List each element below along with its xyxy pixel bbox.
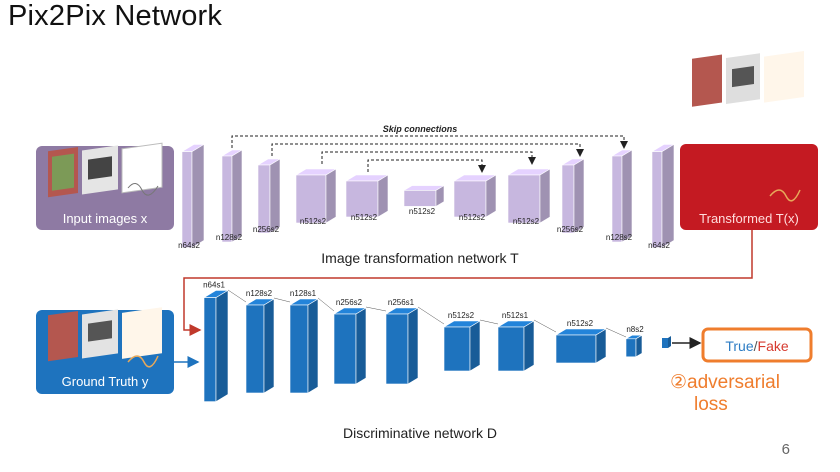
disc-layer-5-label: n256s1	[388, 298, 415, 307]
gen-layer-10: n128s2	[606, 149, 634, 243]
gen-layer-11: n64s2	[648, 143, 676, 250]
gen-layer-7-label: n512s2	[459, 213, 486, 222]
gen-layer-4: n512s2	[294, 168, 338, 226]
true-fake-output: True/Fake	[701, 327, 813, 363]
disc-output-unit	[662, 336, 671, 348]
gen-layer-6: n512s2	[402, 185, 446, 216]
disc-layer-2: n128s2	[244, 289, 276, 394]
adversarial-loss-label-line2: loss	[694, 394, 728, 415]
gen-layer-11-label: n64s2	[648, 241, 670, 250]
ground-truth-label: Ground Truth y	[62, 374, 149, 389]
output-photos-icon	[692, 51, 804, 202]
disc-layer-4: n256s2	[332, 298, 368, 385]
gen-layer-9-label: n256s2	[557, 225, 584, 234]
fake-label: Fake	[758, 338, 789, 354]
disc-layer-1: n64s1	[202, 280, 230, 403]
gen-layer-8: n512s2	[506, 168, 552, 226]
input-images-box: Input images x	[36, 142, 174, 230]
gen-layer-3-label: n256s2	[253, 225, 280, 234]
true-label: True	[725, 338, 753, 354]
page-number: 6	[781, 441, 790, 458]
skip-connections: Skip connections	[231, 124, 628, 173]
gen-layer-5-label: n512s2	[351, 213, 378, 222]
gen-layer-7: n512s2	[452, 174, 498, 222]
disc-layer-8-label: n512s2	[567, 319, 594, 328]
skip-connections-label: Skip connections	[383, 124, 458, 134]
gen-layer-9: n256s2	[557, 158, 586, 234]
gen-layer-10-label: n128s2	[606, 233, 633, 242]
svg-text:True/Fake: True/Fake	[725, 338, 789, 354]
disc-layer-4-label: n256s2	[336, 298, 363, 307]
generator-caption: Image transformation network T	[321, 250, 519, 266]
disc-layer-2-label: n128s2	[246, 289, 273, 298]
ground-truth-photos-icon	[48, 307, 162, 368]
discriminator-layers: n64s1 n128s2 n128s1 n256s2 n256s1 n512s2 n512s…	[202, 280, 671, 403]
disc-layer-9: n8s2	[624, 325, 644, 358]
disc-layer-5: n256s1	[384, 298, 420, 385]
transformed-output-box: Transformed T(x)	[680, 51, 818, 230]
input-photos-icon	[48, 142, 163, 198]
transformed-to-discriminator-arrow	[183, 230, 753, 336]
gen-layer-1: n64s2	[178, 143, 206, 250]
disc-layer-1-label: n64s1	[203, 280, 225, 289]
disc-connector-lines	[227, 289, 627, 338]
input-images-label: Input images x	[63, 211, 148, 226]
disc-layer-6: n512s2	[442, 311, 482, 372]
disc-layer-7-label: n512s1	[502, 311, 529, 320]
generator-layers: n64s2 n128s2 n256s2 n512s2 n512s2 n512s2 n512s…	[178, 143, 676, 250]
gen-layer-2-label: n128s2	[216, 233, 243, 242]
gen-layer-6-label: n512s2	[409, 207, 436, 216]
gen-layer-5: n512s2	[344, 174, 390, 222]
ground-truth-box: Ground Truth y	[36, 307, 174, 394]
disc-layer-7: n512s1	[496, 311, 536, 372]
gen-layer-3: n256s2	[253, 158, 282, 234]
disc-layer-3-label: n128s1	[290, 289, 317, 298]
gen-layer-1-label: n64s2	[178, 241, 200, 250]
transformed-output-label: Transformed T(x)	[699, 211, 799, 226]
disc-layer-6-label: n512s2	[448, 311, 475, 320]
disc-layer-3: n128s1	[288, 289, 320, 394]
gen-layer-4-label: n512s2	[300, 217, 327, 226]
slide-title: Pix2Pix Network	[8, 0, 223, 32]
disc-layer-8: n512s2	[554, 319, 608, 364]
discriminator-caption: Discriminative network D	[343, 425, 497, 441]
adversarial-loss-label: ②adversarial	[670, 372, 780, 393]
gen-layer-8-label: n512s2	[513, 217, 540, 226]
true-fake-separator: /	[754, 338, 758, 354]
disc-layer-9-label: n8s2	[626, 325, 644, 334]
gen-layer-2: n128s2	[216, 149, 244, 243]
